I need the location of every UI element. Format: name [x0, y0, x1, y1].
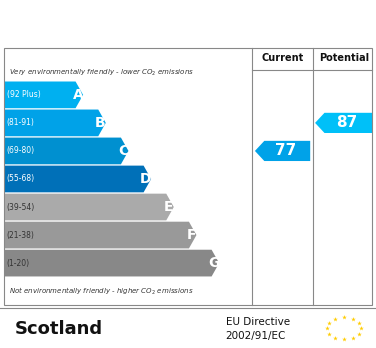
Text: G: G — [208, 256, 220, 270]
Text: Not environmentally friendly - higher CO$_2$ emissions: Not environmentally friendly - higher CO… — [9, 285, 194, 296]
Text: (81-91): (81-91) — [7, 118, 35, 127]
Text: (55-68): (55-68) — [7, 174, 35, 183]
Text: (39-54): (39-54) — [7, 203, 35, 212]
Polygon shape — [5, 81, 83, 108]
Polygon shape — [5, 137, 129, 164]
Text: 87: 87 — [336, 116, 358, 130]
Text: 2002/91/EC: 2002/91/EC — [226, 331, 286, 341]
Text: Environmental Impact (CO$_2$) Rating: Environmental Impact (CO$_2$) Rating — [16, 11, 360, 34]
Text: (1-20): (1-20) — [7, 259, 30, 268]
Text: Very environmentally friendly - lower CO$_2$ emissions: Very environmentally friendly - lower CO… — [9, 67, 194, 78]
Text: Current: Current — [261, 53, 304, 63]
Text: C: C — [118, 144, 128, 158]
Text: D: D — [140, 172, 152, 186]
Text: Scotland: Scotland — [15, 320, 103, 338]
Polygon shape — [315, 113, 373, 133]
Text: EU Directive: EU Directive — [226, 317, 290, 327]
Polygon shape — [5, 250, 219, 276]
Text: Potential: Potential — [320, 53, 370, 63]
Text: B: B — [95, 116, 106, 130]
Text: (92 Plus): (92 Plus) — [7, 90, 41, 100]
Text: 77: 77 — [275, 143, 296, 158]
Polygon shape — [5, 110, 106, 136]
Text: E: E — [164, 200, 173, 214]
Polygon shape — [5, 193, 174, 220]
Polygon shape — [5, 166, 151, 192]
Text: (21-38): (21-38) — [7, 231, 35, 239]
Text: F: F — [186, 228, 196, 242]
Text: A: A — [73, 88, 83, 102]
Polygon shape — [5, 222, 197, 248]
Text: (69-80): (69-80) — [7, 147, 35, 156]
Polygon shape — [255, 141, 310, 161]
